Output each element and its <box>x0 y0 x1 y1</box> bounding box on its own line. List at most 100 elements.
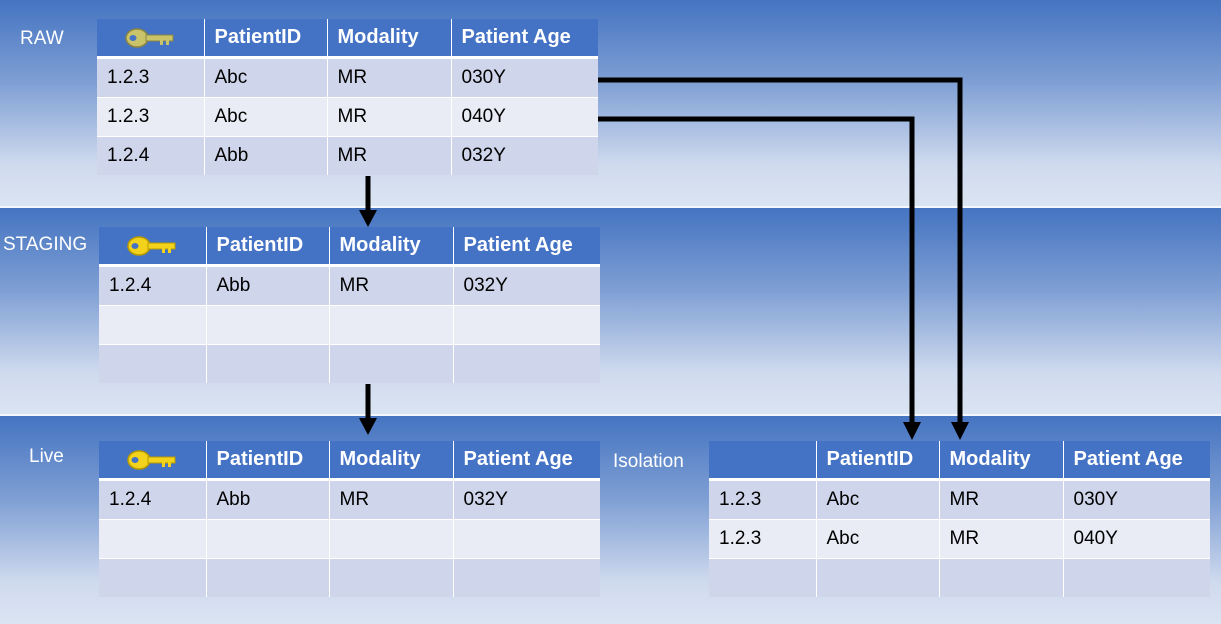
table-cell <box>329 344 454 383</box>
staging-label: STAGING <box>3 234 88 255</box>
raw-label: RAW <box>20 28 64 49</box>
table-cell: Abc <box>204 97 328 137</box>
column-header: Patient Age <box>451 19 598 59</box>
table-header-row: PatientID Modality Patient Age <box>99 441 600 481</box>
key-header <box>97 19 205 59</box>
table-header-row: PatientID Modality Patient Age <box>97 19 598 59</box>
table-cell: 040Y <box>451 97 598 137</box>
table-cell <box>329 558 454 597</box>
table-cell: MR <box>939 479 1064 520</box>
key-header <box>99 227 207 267</box>
table-cell: MR <box>327 97 452 137</box>
table-row <box>99 519 600 559</box>
table-cell: Abb <box>204 136 328 175</box>
blank-header <box>709 441 817 481</box>
table-cell: Abb <box>206 265 330 306</box>
table-cell: Abb <box>206 479 330 520</box>
table-cell <box>99 519 207 559</box>
arrowhead <box>903 422 921 440</box>
table-cell <box>453 558 600 597</box>
table-cell <box>329 519 454 559</box>
live-table: PatientID Modality Patient Age 1.2.4 Abb… <box>99 441 600 597</box>
table-cell: 032Y <box>453 265 600 306</box>
table-cell <box>206 305 330 345</box>
table-cell: 1.2.3 <box>97 97 205 137</box>
column-header: PatientID <box>816 441 940 481</box>
table-cell: Abc <box>816 519 940 559</box>
table-cell <box>99 344 207 383</box>
arrowhead <box>359 418 377 435</box>
table-row <box>709 558 1210 597</box>
table-cell <box>99 305 207 345</box>
table-cell <box>206 558 330 597</box>
table-row <box>99 344 600 383</box>
table-cell: 1.2.3 <box>709 519 817 559</box>
arrowhead <box>359 210 377 227</box>
table-cell: MR <box>327 136 452 175</box>
table-row: 1.2.3 Abc MR 030Y <box>97 57 598 98</box>
column-header: Modality <box>329 441 454 481</box>
table-cell: 040Y <box>1063 519 1210 559</box>
table-cell: MR <box>329 265 454 306</box>
live-label: Live <box>29 446 64 467</box>
table-cell: MR <box>327 57 452 98</box>
band-divider <box>0 206 1221 208</box>
column-header: Patient Age <box>1063 441 1210 481</box>
table-cell <box>206 344 330 383</box>
table-cell <box>939 558 1064 597</box>
table-cell <box>709 558 817 597</box>
table-row: 1.2.3 Abc MR 040Y <box>97 97 598 137</box>
table-row: 1.2.4 Abb MR 032Y <box>99 479 600 520</box>
table-row <box>99 558 600 597</box>
isolation-label: Isolation <box>613 451 684 472</box>
column-header: PatientID <box>206 441 330 481</box>
table-cell <box>453 344 600 383</box>
table-cell <box>329 305 454 345</box>
table-cell: 1.2.3 <box>97 57 205 98</box>
table-cell: Abc <box>816 479 940 520</box>
table-cell: MR <box>329 479 454 520</box>
table-cell <box>453 519 600 559</box>
table-cell: 032Y <box>453 479 600 520</box>
key-header <box>99 441 207 481</box>
column-header: Modality <box>327 19 452 59</box>
band-divider <box>0 414 1221 416</box>
key-icon <box>125 27 174 48</box>
column-header: PatientID <box>204 19 328 59</box>
arrow-raw-row2-to-isolation <box>598 116 915 424</box>
column-header: Modality <box>939 441 1064 481</box>
table-header-row: PatientID Modality Patient Age <box>709 441 1210 481</box>
table-cell <box>453 305 600 345</box>
table-row: 1.2.4 Abb MR 032Y <box>97 136 598 175</box>
table-header-row: PatientID Modality Patient Age <box>99 227 600 267</box>
table-cell <box>99 558 207 597</box>
table-row: 1.2.4 Abb MR 032Y <box>99 265 600 306</box>
table-cell: 030Y <box>451 57 598 98</box>
staging-table: PatientID Modality Patient Age 1.2.4 Abb… <box>99 227 600 383</box>
key-icon <box>127 449 176 470</box>
key-icon <box>127 235 176 256</box>
isolation-table: PatientID Modality Patient Age 1.2.3 Abc… <box>709 441 1210 597</box>
column-header: Patient Age <box>453 227 600 267</box>
table-cell: 1.2.4 <box>97 136 205 175</box>
table-row <box>99 305 600 345</box>
raw-table: PatientID Modality Patient Age 1.2.3 Abc… <box>97 19 598 175</box>
table-cell: MR <box>939 519 1064 559</box>
table-cell <box>1063 558 1210 597</box>
column-header: Patient Age <box>453 441 600 481</box>
arrow-raw-row1-to-isolation <box>598 77 963 424</box>
table-cell: Abc <box>204 57 328 98</box>
column-header: PatientID <box>206 227 330 267</box>
table-cell: 1.2.4 <box>99 265 207 306</box>
table-cell <box>816 558 940 597</box>
table-row: 1.2.3 Abc MR 030Y <box>709 479 1210 520</box>
table-cell: 032Y <box>451 136 598 175</box>
arrowhead <box>951 422 969 440</box>
table-cell: 030Y <box>1063 479 1210 520</box>
table-cell <box>206 519 330 559</box>
table-row: 1.2.3 Abc MR 040Y <box>709 519 1210 559</box>
column-header: Modality <box>329 227 454 267</box>
table-cell: 1.2.3 <box>709 479 817 520</box>
table-cell: 1.2.4 <box>99 479 207 520</box>
